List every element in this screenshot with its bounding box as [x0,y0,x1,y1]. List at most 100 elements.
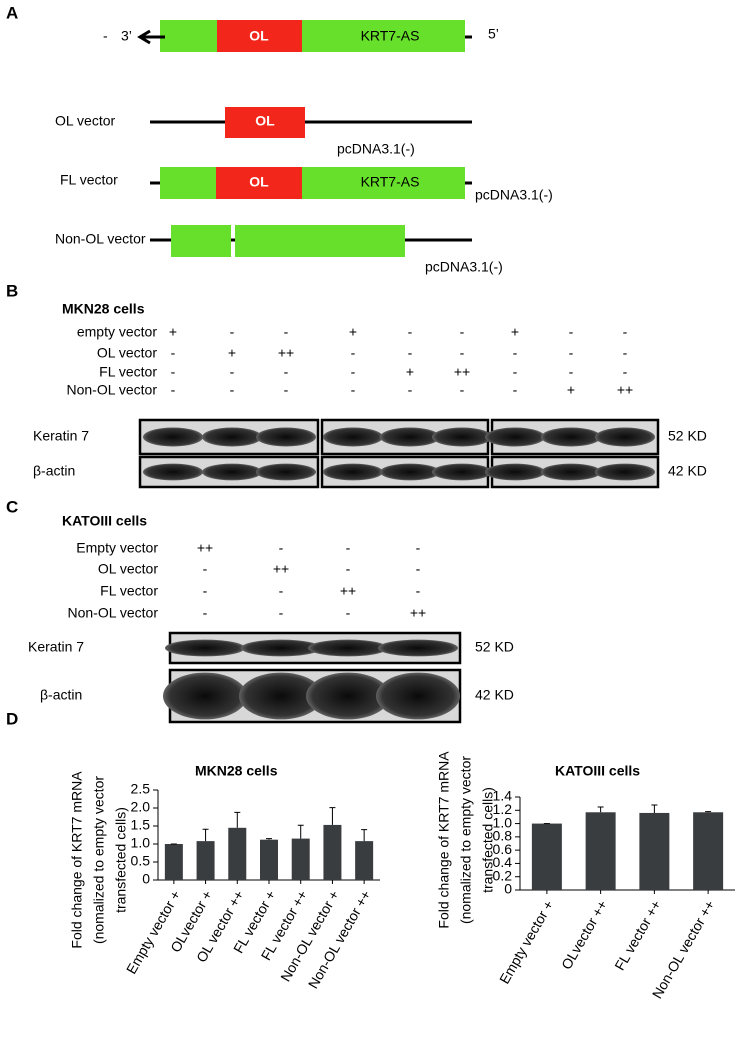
sign: - [408,345,413,361]
y-axis-label: Fold change of KRT7 mRNA [69,771,85,949]
gene-box [235,225,405,257]
error-bar [329,807,336,825]
sign: - [623,364,628,380]
overlap-label: OL [255,113,275,129]
overlap-label: OL [249,174,269,190]
band [485,463,545,481]
sign: + [228,345,236,361]
band [380,463,440,481]
band [143,427,203,447]
sign: - [284,382,289,398]
dash: - [103,28,108,44]
sign: - [416,583,421,599]
gene-box [171,225,231,257]
error-bar [202,828,209,842]
sign: - [203,605,208,621]
band [323,427,383,447]
bar [639,812,670,890]
gene-box [160,20,465,52]
band [241,639,321,657]
sign: - [569,324,574,340]
sign: - [416,540,421,556]
bar [585,812,616,890]
y-tick-label: 0 [504,881,512,897]
sign: + [567,382,575,398]
blot-size: 42 KD [668,463,707,479]
x-tick-label: OLvector ++ [558,897,610,972]
y-axis-label: (nomalized to empty vector [91,776,107,944]
band [380,427,440,447]
row-label: FL vector [100,583,158,599]
sign: ++ [454,364,470,380]
sign: ++ [410,605,426,621]
error-bar [705,811,712,813]
panel-label: D [6,709,18,728]
overlap-box [225,107,305,138]
sign: + [349,324,357,340]
error-bar [266,838,272,840]
band [306,672,390,720]
error-bar [651,804,658,813]
sign: - [171,345,176,361]
gene-label: KRT7-AS [361,28,420,44]
backbone-label: pcDNA3.1(-) [425,259,503,275]
band [541,463,601,481]
sign: + [511,324,519,340]
sign: - [351,345,356,361]
sign: - [171,364,176,380]
gene-label: KRT7-AS [361,174,420,190]
cell-line: KATOIII cells [62,513,147,529]
sign: - [408,382,413,398]
band [432,463,492,481]
sign: - [460,324,465,340]
sign: - [230,324,235,340]
row-label: OL vector [97,345,158,361]
row-label: FL vector [99,364,157,380]
sign: - [279,605,284,621]
sign: ++ [617,382,633,398]
panel-label: C [6,497,18,516]
sign: ++ [278,345,294,361]
chart-title: MKN28 cells [195,763,278,779]
y-tick-label: 0.2 [493,867,513,883]
sign: - [460,382,465,398]
band [202,463,262,481]
sign: - [513,382,518,398]
band [432,427,492,447]
error-bar [234,811,241,828]
band [239,672,323,720]
bar [323,824,342,880]
y-tick-label: 0.6 [493,841,513,857]
bar [228,827,247,880]
bar [164,844,183,880]
bar [355,841,374,880]
sign: - [513,364,518,380]
band [595,427,655,447]
bar [291,838,310,880]
panel-label: A [6,3,18,22]
row-label: Non-OL vector [67,605,158,621]
y-tick-label: 0 [142,871,150,887]
blot-label: β-actin [33,463,75,479]
sign: - [623,345,628,361]
y-tick-label: 1.5 [131,817,151,833]
y-tick-label: 0.5 [131,853,151,869]
band [595,463,655,481]
vector-name: Non-OL vector [55,231,146,247]
band [541,427,601,447]
sign: + [406,364,414,380]
x-tick-label: Empty vector + [123,887,184,976]
blot-size: 42 KD [475,687,514,703]
sign: - [460,345,465,361]
sign: - [203,583,208,599]
bar [693,812,724,890]
sign: - [230,382,235,398]
sign: - [569,364,574,380]
x-tick-label: FL vector ++ [611,897,664,973]
y-axis-label: transfected cells) [113,807,129,913]
overlap-label: OL [249,28,269,44]
sign: - [351,382,356,398]
y-tick-label: 1.4 [493,788,513,804]
gene-box [160,167,465,199]
